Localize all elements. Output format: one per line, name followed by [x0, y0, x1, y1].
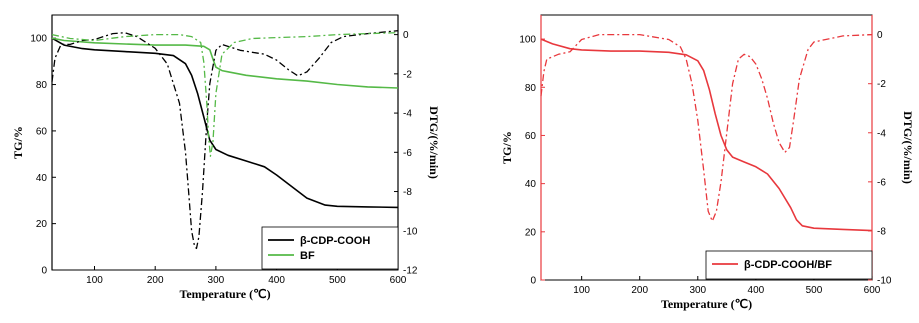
- chart-right-x-tick-label: 600: [864, 285, 881, 296]
- chart-right-y-left-tick-label: 20: [525, 227, 537, 238]
- chart-right-y-left-title: TG/%: [500, 131, 514, 164]
- chart-right-y-left-tick-label: 0: [530, 276, 536, 287]
- chart-right-tg-curve-0: [540, 38, 873, 232]
- chart-right-x-tick-label: 500: [806, 285, 823, 296]
- chart-right-x-tick-label: 100: [573, 285, 590, 296]
- chart-right-legend-box: [705, 250, 873, 280]
- chart-left-x-tick-label: 600: [390, 275, 407, 286]
- chart-right-plot-frame: [540, 14, 873, 281]
- chart-right-y-right-tick-label: -6: [877, 177, 886, 188]
- chart-left-x-axis-title: Temperature (℃): [179, 287, 270, 301]
- chart-right-x-tick-label: 200: [631, 285, 648, 296]
- chart-right-x-tick-label: 300: [689, 285, 706, 296]
- chart-right-dtg-curve-1: [540, 33, 873, 222]
- chart-left-dtg-curve-2: [51, 30, 399, 250]
- chart-left-y-right-tick-label: 0: [403, 30, 409, 41]
- chart-right-y-left-tick-label: 40: [525, 179, 537, 190]
- chart-right-y-right-title: DTG/(%/min): [901, 111, 915, 184]
- chart-right: 100 200 300 400 500 600 0 20 40 60 80 100 0 -2 -4 -6 -8 -…: [500, 14, 915, 311]
- chart-left-y-right-tick-label: -6: [403, 148, 412, 159]
- chart-right-legend-label: β-CDP-COOH/BF: [744, 259, 832, 271]
- chart-left-y-right-tick-label: -10: [403, 226, 418, 237]
- chart-right-y-right-tick-label: 0: [877, 30, 883, 41]
- chart-right-y-right-tick-label: -2: [877, 79, 886, 90]
- chart-left-y-right-tick-label: -12: [403, 266, 418, 277]
- chart-left-legend-label: β-CDP-COOH: [300, 235, 370, 247]
- chart-left-y-left-tick-label: 100: [30, 34, 47, 45]
- chart-left-x-tick-label: 100: [86, 275, 103, 286]
- chart-left-y-left-tick-label: 40: [36, 173, 48, 184]
- chart-left-legend-box: [261, 226, 399, 270]
- chart-left-y-right-tick-label: -2: [403, 69, 412, 80]
- chart-right-x-tick-label: 400: [748, 285, 765, 296]
- chart-left-x-tick-label: 500: [329, 275, 346, 286]
- chart-left-tg-curve-0: [51, 37, 399, 209]
- chart-right-y-left-tick-label: 60: [525, 131, 537, 142]
- chart-left-dtg-curve-3: [51, 32, 399, 157]
- chart-left-legend-label: BF: [300, 250, 315, 262]
- chart-left-y-right-title: DTG/(%/min): [427, 106, 441, 179]
- chart-left-y-left-tick-label: 0: [41, 266, 47, 277]
- chart-left-y-right-tick-label: -8: [403, 187, 412, 198]
- chart-left-x-tick-label: 400: [268, 275, 285, 286]
- chart-left-y-right-tick-label: -4: [403, 109, 412, 120]
- chart-right-y-left-tick-label: 80: [525, 83, 537, 94]
- chart-left-y-left-tick-label: 60: [36, 126, 48, 137]
- chart-left: 100 200 300 400 500 600 0 20 40 60 80 100 0 -2 -4 -6 -8 -…: [11, 14, 441, 301]
- chart-right-y-right-tick-label: -8: [877, 226, 886, 237]
- chart-right-y-right-tick-label: -10: [877, 276, 892, 287]
- chart-left-x-tick-label: 300: [208, 275, 225, 286]
- chart-left-y-left-tick-label: 20: [36, 219, 48, 230]
- chart-left-tg-curve-1: [51, 37, 399, 89]
- chart-right-y-right-tick-label: -4: [877, 128, 886, 139]
- chart-right-x-axis-title: Temperature (℃): [661, 297, 752, 311]
- chart-left-y-left-tick-label: 80: [36, 80, 48, 91]
- chart-right-y-left-tick-label: 100: [519, 35, 536, 46]
- chart-left-y-left-title: TG/%: [11, 126, 25, 159]
- chart-left-x-tick-label: 200: [147, 275, 164, 286]
